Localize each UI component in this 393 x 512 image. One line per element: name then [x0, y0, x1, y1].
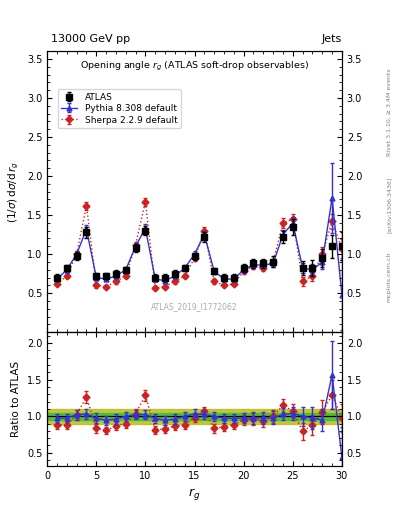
Bar	[47, 409, 342, 423]
Bar	[47, 413, 342, 420]
Text: Jets: Jets	[321, 33, 342, 44]
Text: ATLAS_2019_I1772062: ATLAS_2019_I1772062	[151, 303, 238, 311]
Y-axis label: Ratio to ATLAS: Ratio to ATLAS	[11, 361, 21, 437]
Y-axis label: $(1/\sigma)\,\mathrm{d}\sigma/\mathrm{d}\,r_g$: $(1/\sigma)\,\mathrm{d}\sigma/\mathrm{d}…	[7, 161, 21, 223]
Text: 13000 GeV pp: 13000 GeV pp	[51, 33, 130, 44]
Text: Rivet 3.1.10, ≥ 3.4M events: Rivet 3.1.10, ≥ 3.4M events	[387, 69, 391, 157]
X-axis label: $r_g$: $r_g$	[188, 486, 201, 502]
Text: mcplots.cern.ch: mcplots.cern.ch	[387, 251, 391, 302]
Legend: ATLAS, Pythia 8.308 default, Sherpa 2.2.9 default: ATLAS, Pythia 8.308 default, Sherpa 2.2.…	[57, 90, 181, 128]
Text: [arXiv:1306.3436]: [arXiv:1306.3436]	[387, 177, 391, 233]
Text: Opening angle $r_g$ (ATLAS soft-drop observables): Opening angle $r_g$ (ATLAS soft-drop obs…	[80, 59, 309, 73]
